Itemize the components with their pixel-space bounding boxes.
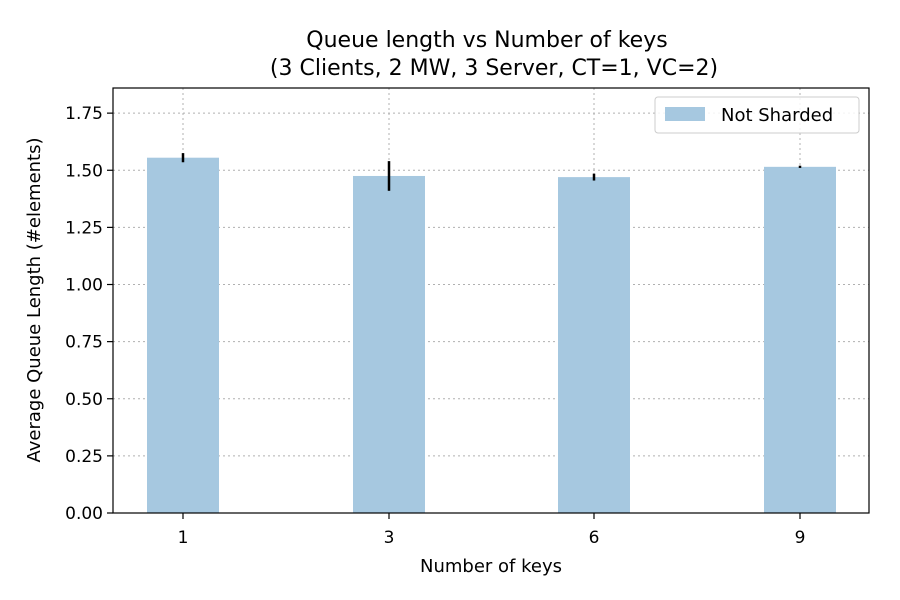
x-tick-label: 1 — [178, 528, 189, 548]
bar — [764, 166, 836, 514]
chart-title: Queue length vs Number of keys — [306, 28, 667, 53]
error-bars — [181, 153, 802, 191]
grid — [113, 88, 869, 514]
y-tick-label: 1.75 — [65, 104, 103, 124]
y-axis: 0.00 0.25 0.50 0.75 1.00 1.25 1.50 1.75 — [65, 104, 113, 524]
x-tick-label: 6 — [589, 528, 600, 548]
y-tick-label: 1.00 — [65, 276, 103, 296]
bar — [558, 177, 630, 513]
x-tick-label: 3 — [384, 528, 395, 548]
y-tick-label: 0.00 — [65, 504, 103, 524]
bar — [147, 157, 219, 513]
y-tick-label: 0.75 — [65, 333, 103, 353]
legend-label: Not Sharded — [721, 105, 833, 126]
legend: Not Sharded — [654, 96, 860, 134]
legend-box — [654, 96, 860, 134]
x-axis-label: Number of keys — [420, 556, 562, 577]
legend-swatch — [665, 107, 705, 121]
bar — [353, 175, 425, 513]
chart-subtitle: (3 Clients, 2 MW, 3 Server, CT=1, VC=2) — [270, 56, 718, 81]
y-axis-label: Average Queue Length (#elements) — [24, 137, 45, 462]
y-tick-label: 1.50 — [65, 161, 103, 181]
y-tick-label: 0.25 — [65, 447, 103, 467]
y-tick-label: 1.25 — [65, 218, 103, 238]
y-tick-label: 0.50 — [65, 390, 103, 410]
x-axis: 1 3 6 9 — [178, 513, 806, 548]
x-tick-label: 9 — [795, 528, 806, 548]
plot-frame — [112, 87, 870, 514]
bars — [147, 157, 836, 514]
